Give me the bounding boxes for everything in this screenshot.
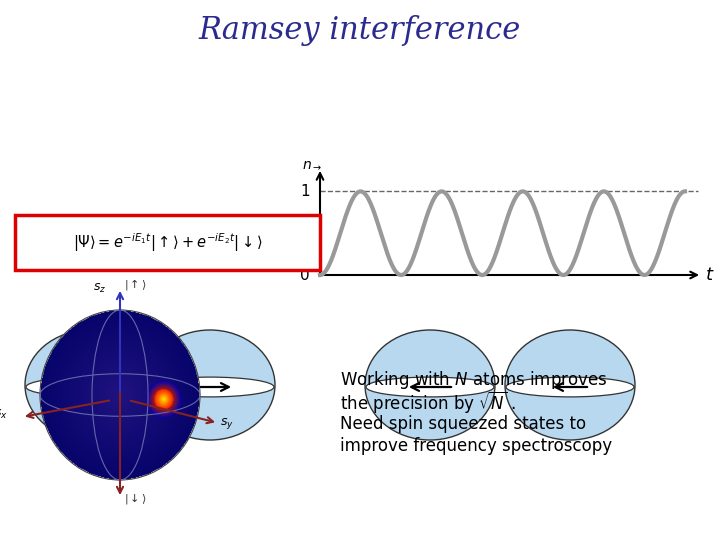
Text: $s_z$: $s_z$ [93,281,106,294]
Ellipse shape [25,330,155,440]
Text: 0: 0 [300,267,310,282]
Text: $t$: $t$ [705,266,715,284]
Ellipse shape [26,377,154,397]
Ellipse shape [365,330,495,440]
Text: Ramsey interference: Ramsey interference [199,15,521,45]
Text: $s_x$: $s_x$ [0,408,8,421]
Text: $| \Psi \rangle = e^{-iE_1 t} | \uparrow \rangle + e^{-iE_2 t} | \downarrow \ran: $| \Psi \rangle = e^{-iE_1 t} | \uparrow… [73,231,262,254]
Ellipse shape [366,377,494,397]
Text: $n_{\rightarrow}$: $n_{\rightarrow}$ [302,157,322,171]
Text: $|\uparrow\rangle$: $|\uparrow\rangle$ [124,278,147,293]
Text: Need spin squeezed states to: Need spin squeezed states to [340,415,586,433]
Text: improve frequency spectroscopy: improve frequency spectroscopy [340,437,612,455]
Ellipse shape [505,330,635,440]
Text: the precision by $\sqrt{N}$ .: the precision by $\sqrt{N}$ . [340,389,516,415]
Ellipse shape [146,377,274,397]
Text: $s_y$: $s_y$ [220,416,234,431]
Text: $|\downarrow\rangle$: $|\downarrow\rangle$ [124,491,147,507]
Text: Working with $\mathit{N}$ atoms improves: Working with $\mathit{N}$ atoms improves [340,369,608,391]
Text: 1: 1 [300,184,310,199]
Ellipse shape [506,377,634,397]
Ellipse shape [145,330,275,440]
FancyBboxPatch shape [15,215,320,270]
